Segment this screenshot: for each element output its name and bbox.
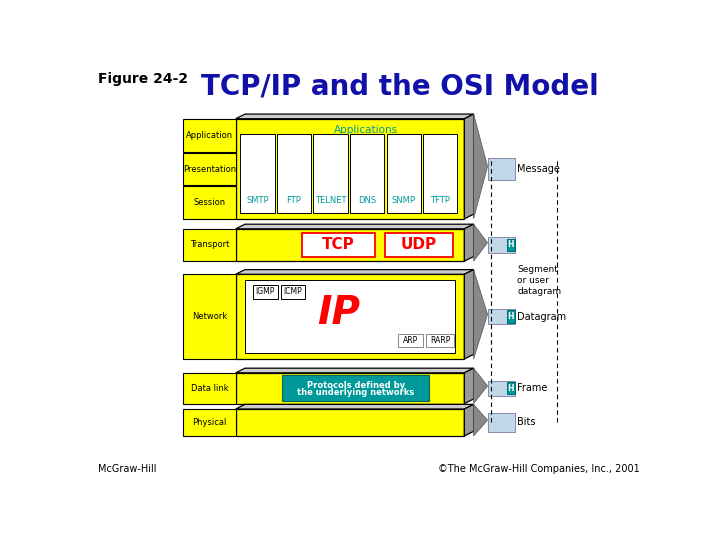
Text: Application: Application	[186, 131, 233, 140]
Bar	[423, 134, 457, 213]
Bar	[183, 274, 235, 359]
Polygon shape	[464, 269, 474, 359]
Bar	[235, 373, 464, 403]
Bar	[507, 239, 515, 251]
Text: Message: Message	[517, 164, 560, 174]
Text: Figure 24-2: Figure 24-2	[98, 72, 188, 86]
Text: Transport: Transport	[189, 240, 229, 249]
Text: SMTP: SMTP	[246, 196, 269, 205]
Polygon shape	[235, 269, 474, 274]
Bar	[282, 375, 429, 401]
Text: Protocols defined by: Protocols defined by	[307, 381, 405, 390]
Polygon shape	[474, 269, 487, 359]
Text: ICMP: ICMP	[284, 287, 302, 296]
Bar	[235, 274, 464, 359]
Text: H: H	[508, 384, 514, 393]
Text: Network: Network	[192, 312, 227, 321]
Text: Segment
or user
datagram: Segment or user datagram	[517, 265, 561, 296]
Bar	[426, 334, 454, 347]
Text: RARP: RARP	[430, 336, 451, 345]
Bar	[487, 158, 515, 179]
Text: TFTP: TFTP	[431, 196, 450, 205]
Bar	[398, 334, 423, 347]
Text: FTP: FTP	[287, 196, 302, 205]
Polygon shape	[464, 114, 474, 219]
Text: TCP/IP and the OSI Model: TCP/IP and the OSI Model	[201, 72, 599, 100]
Bar	[387, 134, 420, 213]
Bar	[384, 233, 453, 257]
Text: IP: IP	[317, 294, 360, 332]
Bar	[253, 285, 277, 299]
Bar	[277, 134, 311, 213]
Text: ©The McGraw-Hill Companies, Inc., 2001: ©The McGraw-Hill Companies, Inc., 2001	[438, 464, 640, 475]
Text: Bits: Bits	[517, 417, 536, 428]
Bar	[487, 381, 515, 396]
Bar	[240, 134, 274, 213]
Text: the underlying networks: the underlying networks	[297, 388, 415, 396]
Polygon shape	[235, 368, 474, 373]
Text: TCP: TCP	[322, 238, 355, 253]
Polygon shape	[464, 404, 474, 436]
Bar	[507, 382, 515, 394]
Bar	[183, 229, 235, 261]
Polygon shape	[474, 404, 487, 436]
Text: Frame: Frame	[517, 383, 547, 393]
Bar	[183, 409, 235, 436]
Text: H: H	[508, 240, 514, 249]
Text: Data link: Data link	[191, 384, 228, 393]
Bar	[487, 237, 515, 253]
Bar	[350, 134, 384, 213]
Polygon shape	[474, 368, 487, 403]
Text: UDP: UDP	[400, 238, 436, 253]
Bar	[487, 413, 515, 431]
Bar	[302, 233, 375, 257]
Bar	[183, 119, 235, 152]
Text: Datagram: Datagram	[517, 312, 566, 322]
Polygon shape	[464, 368, 474, 403]
Bar	[235, 229, 464, 261]
Bar	[235, 409, 464, 436]
Bar	[313, 134, 348, 213]
Bar	[245, 280, 455, 353]
Bar	[235, 119, 464, 219]
Text: IGMP: IGMP	[256, 287, 275, 296]
Bar	[183, 373, 235, 403]
Text: Presentation: Presentation	[183, 165, 236, 174]
Bar	[487, 309, 515, 325]
Polygon shape	[474, 224, 487, 261]
Polygon shape	[235, 224, 474, 229]
Polygon shape	[474, 114, 487, 219]
Bar	[281, 285, 305, 299]
Text: TELNET: TELNET	[315, 196, 346, 205]
Text: DNS: DNS	[358, 196, 376, 205]
Text: Applications: Applications	[333, 125, 397, 135]
Text: SNMP: SNMP	[392, 196, 415, 205]
Text: Session: Session	[193, 198, 225, 207]
Bar	[183, 186, 235, 219]
Text: Physical: Physical	[192, 418, 227, 427]
Bar	[507, 310, 515, 323]
Text: ARP: ARP	[403, 336, 418, 345]
Text: H: H	[508, 312, 514, 321]
Polygon shape	[235, 114, 474, 119]
Polygon shape	[235, 404, 474, 409]
Text: McGraw-Hill: McGraw-Hill	[98, 464, 156, 475]
Polygon shape	[464, 224, 474, 261]
Bar	[183, 153, 235, 185]
